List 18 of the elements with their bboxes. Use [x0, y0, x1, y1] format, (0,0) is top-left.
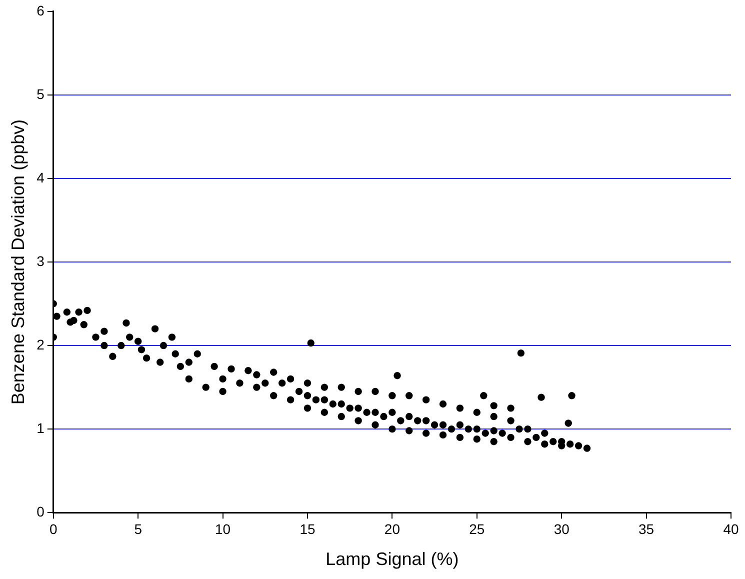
x-tick-label: 40: [723, 520, 739, 537]
x-tick-label: 25: [469, 520, 485, 537]
y-tick-label: 3: [36, 252, 45, 269]
y-tick-label: 6: [36, 2, 45, 18]
y-tick-label: 1: [36, 420, 45, 436]
x-tick-label: 0: [49, 520, 58, 537]
y-axis-title: Benzene Standard Deviation (ppbv): [8, 119, 28, 405]
x-tick-label: 20: [384, 520, 400, 537]
x-tick-label: 35: [638, 520, 654, 537]
x-tick-label: 15: [300, 520, 316, 537]
y-tick-label: 5: [36, 86, 45, 102]
x-axis-title: Lamp Signal (%): [326, 549, 459, 570]
y-tick-label: 4: [36, 169, 45, 186]
x-tick-label: 10: [215, 520, 231, 537]
y-tick-label: 0: [36, 503, 45, 520]
y-tick-label: 2: [36, 336, 45, 352]
x-tick-label: 30: [554, 520, 570, 537]
x-tick-label: 5: [134, 520, 142, 537]
